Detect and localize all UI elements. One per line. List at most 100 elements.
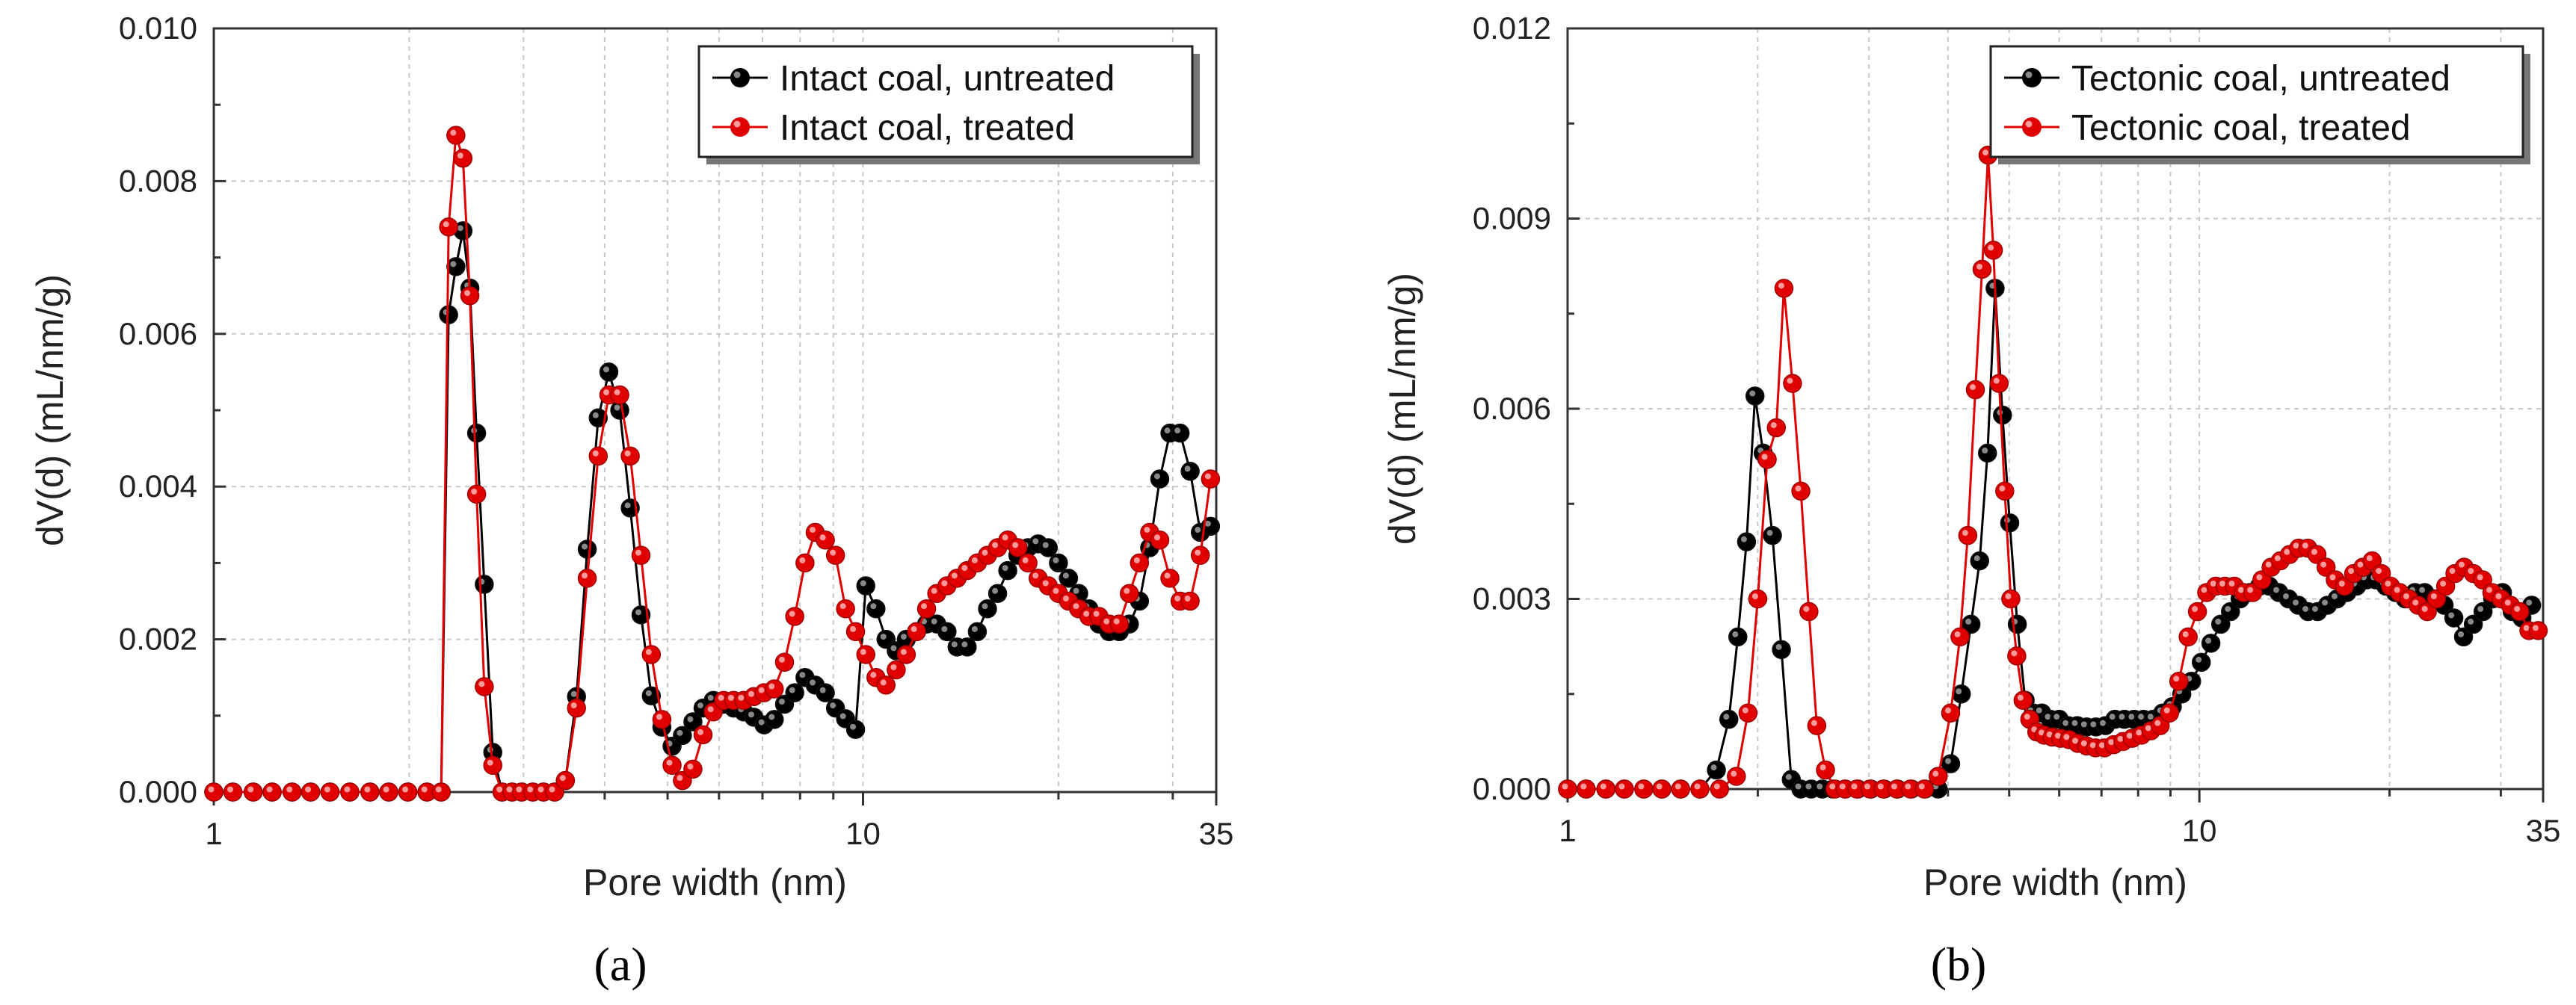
series-point-highlight-1 — [2063, 734, 2070, 740]
series-point-1 — [887, 660, 906, 680]
series-point-highlight-1 — [727, 694, 734, 701]
series-point-highlight-0 — [707, 694, 714, 701]
series-point-highlight-1 — [1976, 263, 1983, 270]
series-point-1 — [1190, 545, 1210, 565]
series-point-highlight-1 — [2274, 555, 2281, 562]
series-line-1 — [1568, 155, 2539, 791]
series-point-0 — [816, 683, 835, 702]
series-point-highlight-1 — [687, 763, 694, 770]
series-point-highlight-0 — [799, 672, 806, 678]
series-point-highlight-1 — [1618, 783, 1625, 790]
legend-marker-1 — [730, 117, 750, 137]
series-point-highlight-1 — [1113, 618, 1120, 625]
series-point-1 — [1201, 469, 1221, 489]
series-point-1 — [1989, 374, 2009, 393]
series-point-highlight-1 — [1905, 783, 1911, 790]
series-point-highlight-0 — [614, 404, 620, 411]
series-point-highlight-0 — [830, 702, 836, 709]
series-point-highlight-1 — [1891, 783, 1897, 790]
series-point-highlight-0 — [768, 714, 775, 720]
series-point-highlight-1 — [2311, 548, 2317, 555]
series-point-highlight-0 — [2311, 605, 2318, 612]
series-point-highlight-1 — [1073, 603, 1079, 610]
series-point-highlight-1 — [656, 714, 662, 720]
series-point-1 — [825, 545, 845, 565]
series-point-highlight-1 — [992, 542, 999, 548]
series-point-highlight-1 — [1787, 377, 1793, 384]
series-point-highlight-1 — [748, 690, 754, 697]
series-point-highlight-1 — [870, 672, 877, 678]
series-point-highlight-0 — [971, 625, 978, 632]
series-point-highlight-0 — [2080, 721, 2087, 728]
series-point-highlight-0 — [1956, 688, 1962, 695]
series-point-highlight-1 — [1993, 377, 2000, 384]
series-point-highlight-1 — [1694, 783, 1701, 790]
series-point-highlight-1 — [1133, 557, 1140, 563]
series-point-highlight-0 — [1732, 631, 1739, 637]
series-point-highlight-0 — [839, 713, 846, 720]
series-point-highlight-1 — [1969, 384, 1976, 391]
series-point-highlight-1 — [1083, 610, 1090, 617]
series-point-highlight-1 — [383, 786, 389, 793]
series-point-highlight-0 — [1204, 520, 1211, 527]
series-point-highlight-1 — [1851, 783, 1858, 790]
series-point-1 — [1130, 553, 1150, 573]
series-point-1 — [1748, 589, 1768, 609]
series-point-0 — [958, 637, 977, 657]
series-point-highlight-1 — [971, 557, 978, 563]
series-point-1 — [1615, 779, 1634, 799]
series-point-0 — [1059, 569, 1079, 588]
series-point-1 — [2013, 690, 2033, 710]
series-point-highlight-1 — [457, 152, 463, 159]
series-point-highlight-0 — [819, 687, 826, 693]
series-point-highlight-0 — [1710, 764, 1717, 771]
series-point-highlight-0 — [2419, 587, 2426, 593]
series-point-0 — [2000, 513, 2020, 533]
series-point-highlight-1 — [768, 683, 775, 690]
series-point-highlight-1 — [1562, 783, 1568, 790]
series-point-highlight-1 — [880, 679, 887, 686]
series-point-1 — [439, 217, 458, 237]
series-point-1 — [1109, 614, 1129, 634]
series-point-highlight-0 — [1785, 773, 1792, 780]
series-point-highlight-1 — [2329, 574, 2336, 581]
series-point-0 — [599, 362, 619, 382]
series-point-highlight-0 — [2036, 707, 2042, 714]
series-point-0 — [466, 423, 487, 443]
series-point-highlight-1 — [2154, 720, 2161, 726]
series-point-highlight-1 — [2403, 593, 2409, 599]
series-point-highlight-1 — [1674, 783, 1681, 790]
series-point-1 — [301, 782, 321, 802]
series-point-0 — [1038, 538, 1059, 557]
series-point-0 — [1049, 553, 1068, 573]
series-point-1 — [1690, 779, 1710, 799]
x-tick-label: 35 — [1199, 816, 1234, 851]
series-point-0 — [475, 575, 494, 594]
series-point-highlight-0 — [1944, 758, 1951, 764]
series-point-1 — [1950, 627, 1970, 647]
series-point-highlight-0 — [582, 543, 588, 550]
series-point-highlight-1 — [1144, 527, 1150, 534]
series-point-highlight-1 — [2108, 739, 2115, 746]
series-point-highlight-0 — [870, 603, 877, 610]
series-point-highlight-1 — [2182, 631, 2189, 637]
series-point-highlight-1 — [1829, 783, 1836, 790]
series-point-highlight-1 — [645, 649, 652, 655]
series-point-1 — [1008, 538, 1028, 557]
series-point-highlight-1 — [718, 694, 724, 701]
series-point-1 — [2007, 646, 2027, 666]
series-point-highlight-1 — [1093, 610, 1100, 617]
series-point-1 — [2509, 602, 2530, 622]
series-point-1 — [1995, 481, 2015, 501]
y-tick-label: 0.000 — [119, 774, 197, 809]
y-tick-label: 0.012 — [1473, 10, 1551, 46]
series-point-highlight-1 — [537, 786, 544, 793]
series-point-highlight-1 — [2163, 707, 2170, 714]
series-point-highlight-0 — [2282, 593, 2289, 599]
series-point-highlight-0 — [758, 719, 765, 726]
series-point-highlight-0 — [2458, 631, 2465, 637]
series-point-1 — [765, 679, 784, 699]
series-point-highlight-0 — [1042, 542, 1049, 548]
series-point-0 — [856, 576, 875, 596]
